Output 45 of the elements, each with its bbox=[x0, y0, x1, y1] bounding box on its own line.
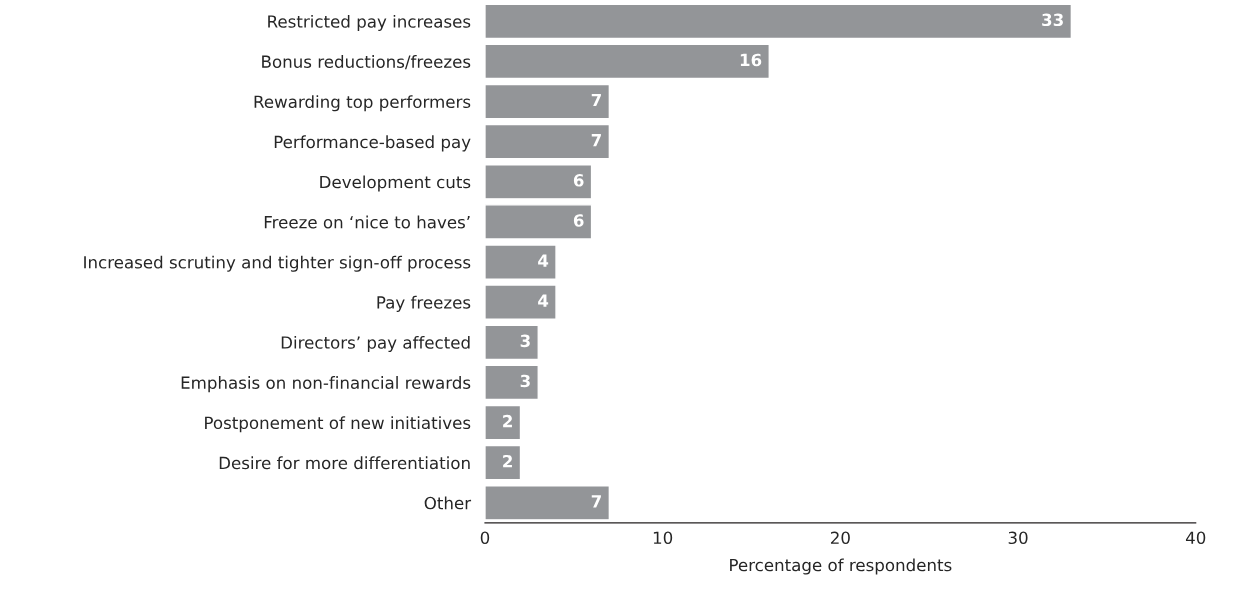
bar bbox=[484, 485, 611, 521]
y-tick-label: Development cuts bbox=[320, 175, 471, 192]
y-tick-label: Postponement of new initiatives bbox=[205, 416, 471, 433]
y-tick-label: Bonus reductions/freezes bbox=[262, 55, 471, 70]
data-label: 2 bbox=[503, 454, 512, 468]
data-label: 4 bbox=[538, 294, 549, 307]
y-tick-label: Increased scrutiny and tighter sign-off process bbox=[84, 255, 471, 272]
bar bbox=[484, 244, 557, 280]
y-tick-label: Rewarding top performers bbox=[254, 95, 471, 112]
y-tick-label: Freeze on ‘nice to haves’ bbox=[264, 215, 470, 229]
data-label: 6 bbox=[573, 174, 584, 187]
bar bbox=[484, 204, 593, 240]
x-tick-label: 10 bbox=[653, 531, 673, 545]
y-tick-label: Performance-based pay bbox=[274, 135, 471, 152]
data-label: 7 bbox=[591, 134, 601, 147]
y-tick-label: Other bbox=[424, 496, 472, 510]
bar bbox=[484, 123, 611, 160]
data-label: 3 bbox=[520, 334, 530, 348]
data-label: 2 bbox=[503, 414, 512, 428]
data-label: 7 bbox=[591, 93, 601, 107]
bar bbox=[484, 3, 1073, 40]
bar bbox=[484, 164, 593, 200]
x-tick-label: 0 bbox=[480, 531, 490, 545]
y-tick-label: Desire for more differentiation bbox=[219, 456, 470, 470]
y-tick-label: Directors’ pay affected bbox=[281, 335, 470, 353]
y-tick-label: Restricted pay increases bbox=[268, 14, 471, 32]
data-label: 6 bbox=[573, 214, 584, 227]
x-tick-label: 20 bbox=[830, 531, 850, 545]
x-tick-label: 40 bbox=[1185, 531, 1206, 545]
y-tick-label: Emphasis on non-financial rewards bbox=[181, 376, 471, 393]
bar bbox=[484, 404, 522, 441]
data-label: 7 bbox=[591, 495, 601, 508]
data-label: 4 bbox=[538, 254, 549, 267]
bar bbox=[484, 364, 539, 401]
bar bbox=[484, 444, 522, 481]
bar bbox=[484, 83, 611, 120]
y-tick-label: Pay freezes bbox=[377, 295, 471, 312]
data-label: 3 bbox=[520, 374, 530, 388]
bar bbox=[484, 324, 539, 361]
data-label: 16 bbox=[740, 53, 762, 67]
bar bbox=[484, 284, 557, 320]
x-axis-title: Percentage of respondents bbox=[730, 558, 952, 575]
bar bbox=[484, 43, 770, 80]
data-label: 33 bbox=[1042, 13, 1063, 27]
x-tick-label: 30 bbox=[1008, 531, 1028, 545]
